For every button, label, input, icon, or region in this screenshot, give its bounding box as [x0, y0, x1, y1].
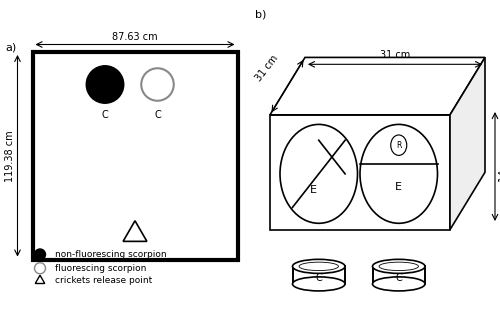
Circle shape — [280, 124, 357, 223]
Text: C: C — [316, 273, 322, 283]
Text: C: C — [102, 109, 108, 120]
Ellipse shape — [372, 277, 425, 291]
Text: b): b) — [255, 10, 266, 19]
Text: C: C — [154, 109, 161, 120]
Bar — [270, 115, 450, 230]
Ellipse shape — [372, 259, 425, 273]
Bar — [372, 266, 425, 284]
Circle shape — [391, 135, 407, 155]
Ellipse shape — [292, 277, 345, 291]
Text: a): a) — [5, 42, 16, 52]
Text: 119.38 cm: 119.38 cm — [5, 130, 15, 182]
Circle shape — [360, 124, 438, 223]
Bar — [292, 266, 345, 284]
Text: E: E — [310, 185, 318, 195]
Circle shape — [142, 68, 174, 101]
Text: 31 cm: 31 cm — [380, 50, 410, 61]
Text: 31 cm: 31 cm — [254, 53, 280, 83]
Circle shape — [34, 249, 46, 260]
Circle shape — [86, 66, 124, 103]
Text: crickets release point: crickets release point — [55, 276, 152, 285]
Ellipse shape — [292, 259, 345, 273]
Text: non-fluorescing scorpion: non-fluorescing scorpion — [55, 250, 166, 259]
Text: fluorescing scorpion: fluorescing scorpion — [55, 264, 146, 273]
Bar — [32, 52, 238, 259]
Circle shape — [34, 263, 46, 274]
Text: R: R — [396, 141, 402, 150]
Polygon shape — [450, 57, 485, 230]
Text: 87.63 cm: 87.63 cm — [112, 32, 158, 41]
Text: C: C — [396, 273, 402, 283]
Text: 14 cm: 14 cm — [499, 152, 500, 182]
Polygon shape — [270, 57, 485, 115]
Text: E: E — [395, 182, 402, 192]
